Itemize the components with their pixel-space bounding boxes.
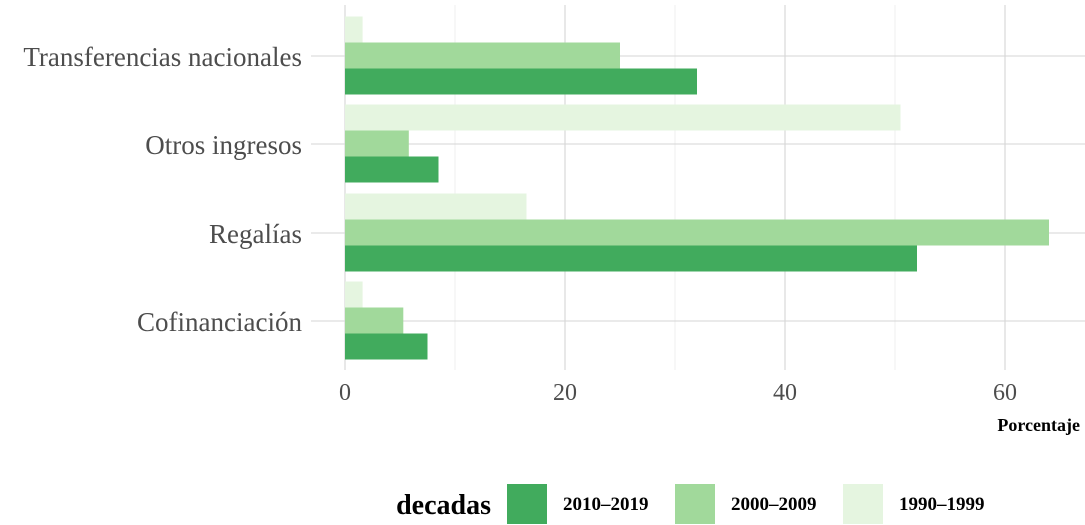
legend-key-2010–2019: [507, 484, 547, 524]
legend-key-1990–1999: [843, 484, 883, 524]
legend: decadas 2010–2019 2000–2009 1990–1999: [396, 484, 985, 524]
x-tick-label: 60: [993, 380, 1017, 406]
bar-2010–2019-Regalías: [345, 245, 917, 272]
bar-1990–1999-Transferencias nacionales: [345, 16, 363, 43]
legend-key-2000–2009: [675, 484, 715, 524]
x-tick-label: 40: [773, 380, 797, 406]
legend-label: 2000–2009: [731, 494, 817, 515]
category-label: Regalías: [209, 219, 302, 249]
category-labels: Transferencias nacionales Otros ingresos R…: [23, 42, 302, 337]
bar-2010–2019-Otros ingresos: [345, 156, 439, 183]
category-label: Cofinanciación: [137, 307, 302, 337]
bar-1990–1999-Otros ingresos: [345, 104, 901, 131]
legend-title: decadas: [396, 490, 491, 521]
category-label: Transferencias nacionales: [23, 42, 302, 72]
bar-2000–2009-Otros ingresos: [345, 130, 409, 157]
bar-2000–2009-Transferencias nacionales: [345, 42, 620, 69]
bar-1990–1999-Cofinanciación: [345, 281, 363, 308]
x-tick-label: 0: [339, 380, 351, 406]
bars: [345, 16, 1049, 360]
x-tick-label: 20: [553, 380, 577, 406]
category-label: Otros ingresos: [145, 130, 302, 160]
x-tick-labels: 0 20 40 60: [339, 380, 1017, 406]
bar-1990–1999-Regalías: [345, 193, 527, 220]
bar-2010–2019-Transferencias nacionales: [345, 68, 697, 95]
bar-2000–2009-Regalías: [345, 219, 1049, 246]
legend-label: 1990–1999: [899, 494, 985, 515]
bar-2010–2019-Cofinanciación: [345, 333, 428, 360]
bar-2000–2009-Cofinanciación: [345, 307, 404, 334]
x-axis-title: Porcentaje: [997, 415, 1080, 435]
legend-label: 2010–2019: [563, 494, 649, 515]
